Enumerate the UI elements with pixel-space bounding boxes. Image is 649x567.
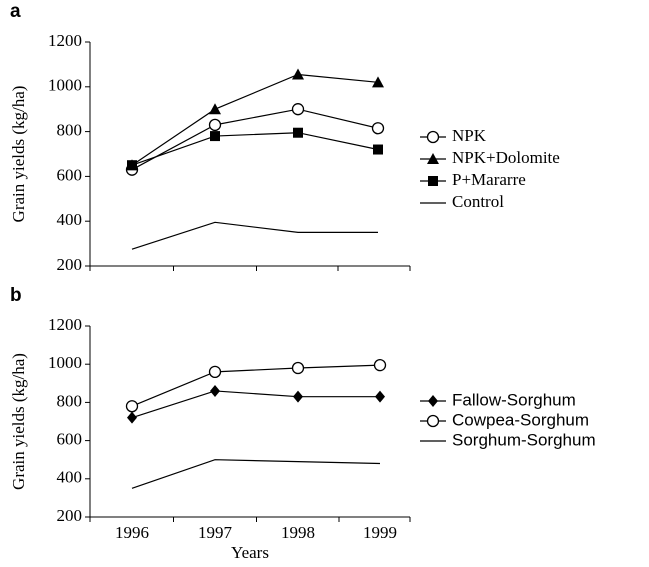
y-tick-label: 1000 [48, 353, 82, 372]
data-point [291, 361, 305, 375]
y-tick-label: 200 [57, 506, 83, 525]
legend-label: NPK [452, 126, 487, 145]
legend-marker [426, 414, 440, 428]
series-line [131, 459, 381, 489]
y-tick-label: 200 [57, 255, 83, 274]
legend-label: Cowpea-Sorghum [452, 410, 589, 429]
data-point [125, 400, 139, 413]
y-axis-label: Grain yields (kg/ha) [9, 353, 28, 490]
legend-label: Control [452, 192, 504, 211]
data-point [293, 127, 303, 138]
legend-label: NPK+Dolomite [452, 148, 560, 167]
y-tick-label: 1200 [48, 315, 82, 334]
x-tick-label: 1997 [198, 523, 233, 542]
data-point [127, 160, 137, 171]
legend-label: Sorghum-Sorghum [452, 430, 596, 449]
x-tick-label: 1998 [281, 523, 315, 542]
legend-label: P+Mararre [452, 170, 526, 189]
y-tick-label: 800 [57, 391, 83, 410]
panel-label: b [10, 285, 22, 306]
series-line [131, 390, 380, 419]
series-line [131, 364, 381, 407]
data-point [208, 365, 222, 378]
data-point [293, 390, 303, 403]
y-axis-label: Grain yields (kg/ha) [9, 86, 28, 223]
y-tick-label: 400 [57, 210, 83, 229]
data-point [372, 76, 384, 88]
series-line [131, 108, 379, 171]
y-tick-label: 1000 [48, 76, 82, 95]
x-tick-label: 1996 [115, 523, 149, 542]
data-point [209, 103, 221, 115]
y-tick-label: 600 [57, 430, 83, 449]
data-point [371, 122, 385, 135]
series-line [131, 73, 379, 166]
legend-marker [426, 130, 440, 144]
data-point [208, 118, 222, 132]
y-tick-label: 600 [57, 165, 83, 184]
data-point [210, 131, 220, 142]
legend-marker [428, 395, 438, 407]
legend-label: Fallow-Sorghum [452, 390, 576, 409]
data-point [375, 390, 385, 403]
y-tick-label: 400 [57, 468, 83, 487]
data-point [373, 144, 383, 155]
data-point [292, 68, 304, 80]
data-point [373, 359, 387, 372]
y-tick-label: 1200 [48, 31, 82, 50]
x-tick-label: 1999 [363, 523, 397, 542]
y-tick-label: 800 [57, 121, 83, 140]
legend-marker [428, 176, 438, 186]
data-point [291, 103, 305, 116]
panel-label: a [10, 1, 21, 22]
series-line [131, 221, 378, 250]
data-point [210, 384, 220, 397]
legend-marker [427, 153, 439, 164]
x-axis-label: Years [231, 543, 269, 562]
data-point [127, 411, 137, 424]
series-line [131, 132, 379, 166]
